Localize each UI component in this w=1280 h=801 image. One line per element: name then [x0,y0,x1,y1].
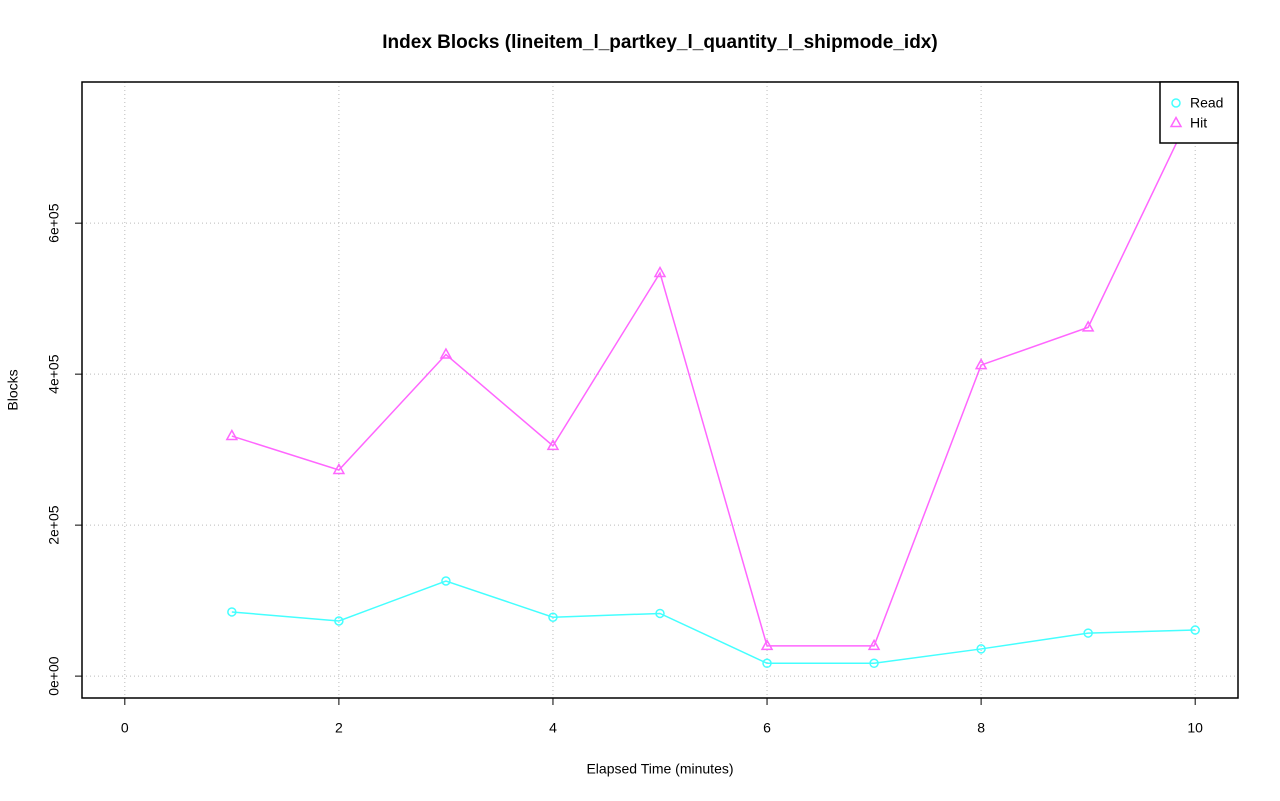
x-tick-label: 4 [549,720,557,736]
data-point [1190,625,1200,635]
data-point [974,358,988,370]
y-tick-label: 6e+05 [46,203,62,243]
x-tick-label: 10 [1187,720,1203,736]
series-line [231,580,1196,665]
data-point [546,438,560,451]
data-point [653,265,667,278]
data-point [762,658,772,669]
x-tick-label: 6 [763,720,771,736]
data-point [227,607,237,617]
plot-frame [81,81,1239,699]
data-point [869,658,879,669]
x-tick-label: 0 [121,720,129,736]
chart-title: Index Blocks (lineitem_l_partkey_l_quant… [382,32,937,53]
y-tick-label: 0e+00 [46,656,62,696]
data-point [332,462,346,475]
x-tick-label: 2 [335,720,343,736]
x-axis-label: Elapsed Time (minutes) [586,761,733,777]
data-point [1083,628,1093,638]
data-point [334,616,344,626]
legend-label: Read [1190,95,1223,111]
legend-symbol [1171,98,1181,108]
series-line [231,103,1196,647]
x-tick-label: 8 [977,720,985,736]
data-point [760,638,774,651]
legend-label: Hit [1190,115,1207,131]
data-point [655,608,665,619]
y-axis-label: Blocks [5,369,21,410]
data-point [225,429,239,441]
data-point [1081,320,1095,332]
data-point [548,612,558,622]
data-point [441,576,451,586]
y-tick-label: 2e+05 [46,505,62,545]
data-point [867,638,881,651]
legend-box [1159,81,1239,144]
data-point [976,644,986,654]
data-point [439,347,453,359]
y-tick-label: 4e+05 [46,354,62,394]
legend-symbol [1169,115,1183,128]
